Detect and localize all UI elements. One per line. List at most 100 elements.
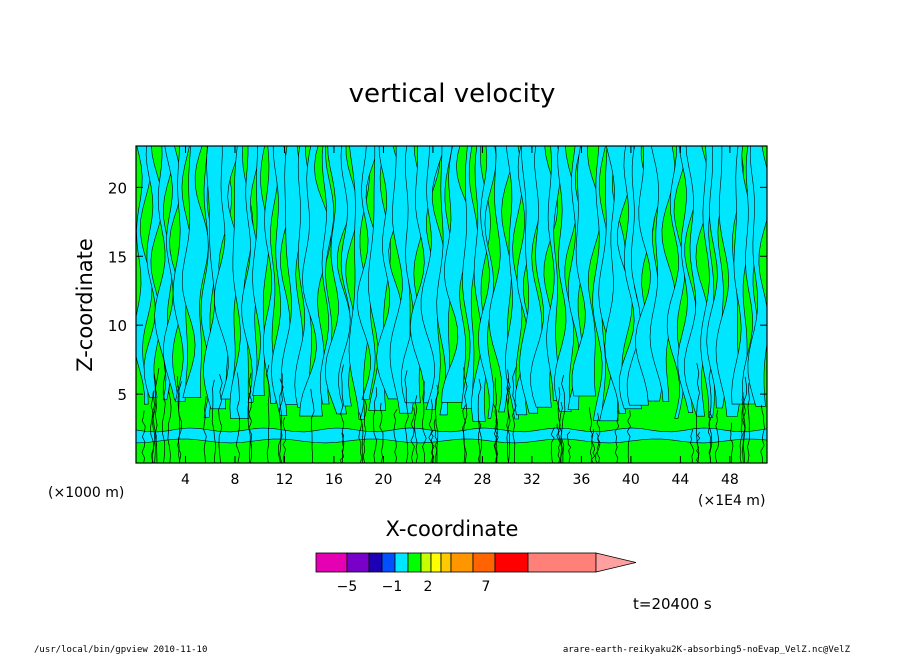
contour-line — [235, 372, 240, 463]
contour-line — [379, 402, 384, 463]
contour-line — [372, 387, 378, 463]
contour-line — [494, 377, 499, 463]
colorbar-segment — [440, 552, 452, 573]
contour-line — [141, 410, 146, 463]
contour-line — [730, 422, 734, 463]
plot-frame — [135, 145, 768, 464]
x-unit-left: (×1000 m) — [48, 485, 124, 501]
updraft-plume — [241, 146, 262, 403]
x-tick-label: 36 — [572, 472, 590, 488]
updraft-plume — [504, 146, 523, 420]
contour-line — [614, 410, 620, 463]
colorbar-arrow — [595, 552, 637, 573]
contour-line — [161, 363, 166, 463]
chart-title: vertical velocity — [349, 79, 556, 109]
time-label: t=20400 s — [633, 595, 712, 613]
contour-line — [278, 373, 283, 463]
contour-line — [433, 418, 438, 463]
updraft-plume — [635, 146, 666, 402]
contour-line — [150, 390, 156, 463]
contour-line — [495, 418, 499, 463]
contour-line — [477, 420, 482, 463]
contour-line — [596, 412, 601, 463]
x-tick-label: 8 — [231, 472, 240, 488]
colorbar-label: 7 — [482, 579, 491, 595]
y-tick-label: 5 — [117, 386, 127, 404]
colorbar-segment — [450, 552, 474, 573]
contour-line — [588, 407, 594, 463]
contour-line — [742, 376, 747, 463]
contour-field — [136, 146, 767, 463]
contour-line — [340, 364, 345, 463]
contour-line — [203, 396, 207, 463]
colorbar-segment — [472, 552, 496, 573]
contour-line — [282, 417, 287, 463]
updraft-plume — [666, 146, 687, 419]
contour-line — [760, 404, 765, 463]
colorbar-segment — [420, 552, 432, 573]
x-unit-right: (×1E4 m) — [698, 493, 765, 509]
x-axis-label: X-coordinate — [386, 517, 519, 541]
updraft-plume — [747, 146, 767, 407]
contour-line — [358, 412, 363, 463]
contour-line — [492, 403, 498, 463]
contour-line — [560, 374, 566, 463]
contour-line — [410, 407, 415, 463]
colorbar-label: −1 — [382, 579, 403, 595]
contour-line — [152, 373, 157, 463]
updraft-plume — [262, 146, 279, 404]
contour-line — [557, 387, 562, 463]
colorbar-segment — [315, 552, 348, 573]
footer-left: /usr/local/bin/gpview 2010-11-10 — [34, 645, 207, 654]
contour-line — [739, 406, 744, 463]
contour-line — [550, 427, 555, 463]
contour-line — [150, 391, 155, 463]
updraft-plume — [700, 146, 718, 418]
x-tick-label: 32 — [523, 472, 541, 488]
colorbar-label: −5 — [337, 579, 358, 595]
contour-line — [279, 378, 284, 463]
low-level-band — [136, 427, 767, 444]
contour-line — [360, 387, 365, 463]
updraft-plume — [477, 146, 497, 419]
colorbar-segment — [381, 552, 396, 573]
colorbar-segment — [430, 552, 442, 573]
contour-line — [512, 367, 517, 463]
contour-line — [715, 410, 720, 463]
colorbar-segment — [527, 552, 597, 573]
contour-line — [506, 369, 510, 463]
contour-line — [696, 431, 701, 463]
contour-line — [708, 368, 713, 463]
updraft-plume — [319, 146, 335, 405]
x-tick-label: 4 — [181, 472, 190, 488]
updraft-plume — [706, 146, 728, 409]
contour-line — [218, 373, 223, 463]
contour-line — [362, 399, 367, 463]
contour-line — [422, 381, 427, 463]
contour-line — [211, 379, 217, 463]
updraft-plume — [677, 146, 698, 413]
footer-right: arare-earth-reikyaku2K-absorbing5-noEvap… — [563, 645, 851, 654]
contour-line — [404, 370, 409, 463]
colorbar-segment — [494, 552, 529, 573]
contour-line — [566, 431, 572, 463]
contour-line — [266, 364, 270, 463]
x-tick-label: 48 — [721, 472, 739, 488]
colorbar-segment — [394, 552, 409, 573]
y-tick-label: 10 — [108, 317, 127, 335]
updraft-plume — [181, 146, 209, 398]
colorbar-segment — [346, 552, 370, 573]
contour-line — [310, 388, 315, 463]
updraft-plume — [649, 146, 676, 402]
contour-line — [689, 429, 694, 463]
x-tick-label: 16 — [325, 472, 343, 488]
x-tick-label: 12 — [276, 472, 294, 488]
contour-line — [506, 378, 511, 463]
contour-line — [626, 410, 631, 463]
updraft-plume — [488, 146, 515, 413]
updraft-plume — [604, 146, 633, 414]
contour-line — [154, 368, 160, 463]
x-tick-label: 20 — [375, 472, 393, 488]
contour-line — [428, 399, 434, 463]
